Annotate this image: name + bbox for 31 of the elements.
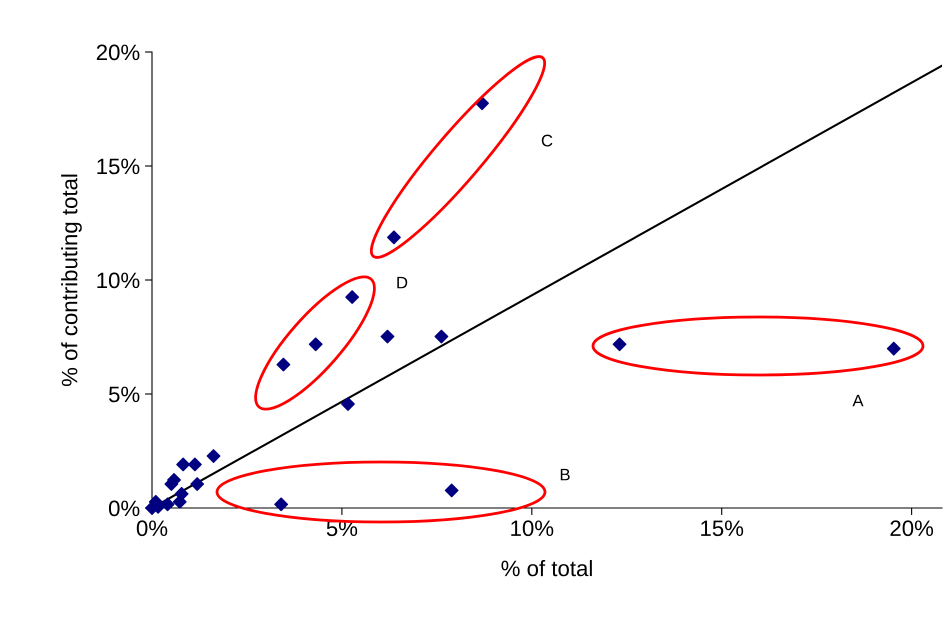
point	[341, 397, 355, 411]
point	[276, 358, 290, 372]
y-axis-title: % of contributing total	[61, 174, 82, 386]
annotation: B	[560, 468, 570, 480]
point	[380, 330, 394, 344]
x-tick-label: 10%	[511, 520, 554, 536]
annotation: D	[397, 276, 408, 288]
point	[188, 458, 202, 472]
y-tick-label: 0%	[108, 500, 140, 516]
x-tick-label: 15%	[701, 520, 744, 536]
point	[206, 449, 220, 463]
point	[274, 497, 288, 512]
x-tick-label: 0%	[136, 520, 168, 536]
point	[308, 337, 323, 352]
x-axis-title: % of total	[501, 560, 592, 576]
y-tick-label: 15%	[97, 158, 140, 174]
point	[345, 290, 360, 304]
point	[444, 484, 459, 498]
annotation: C	[542, 134, 552, 146]
point	[176, 458, 190, 472]
point	[434, 330, 448, 344]
x-tick-label: 20%	[890, 520, 934, 536]
point	[190, 477, 204, 491]
y-tick-label: 20%	[96, 44, 140, 60]
point	[160, 497, 174, 512]
y-tick-label: 5%	[108, 386, 140, 402]
y-tick-label: 10%	[97, 272, 140, 288]
annotation: A	[852, 394, 864, 406]
point	[886, 342, 901, 356]
point	[387, 230, 401, 244]
point	[612, 337, 626, 352]
